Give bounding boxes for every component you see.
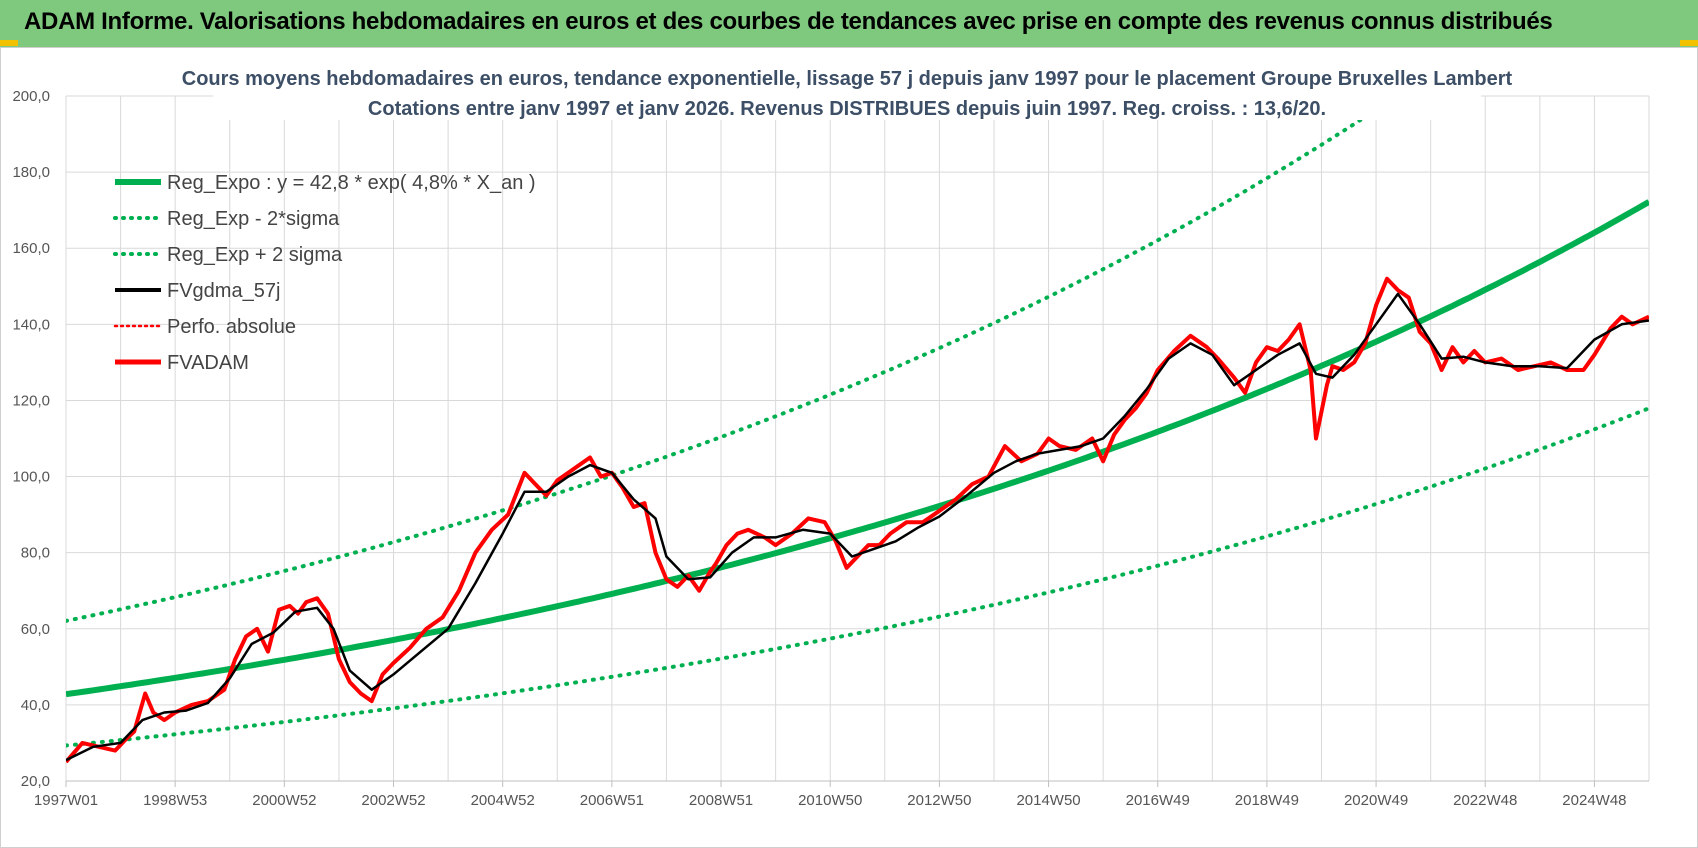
x-tick-label: 1997W01 — [34, 792, 98, 809]
legend-fvadam-label: FVADAM — [167, 352, 249, 374]
y-tick-label: 80,0 — [21, 545, 50, 562]
x-tick-label: 2014W50 — [1016, 792, 1080, 809]
y-tick-label: 100,0 — [12, 469, 50, 486]
y-tick-label: 60,0 — [21, 621, 50, 638]
y-tick-label: 200,0 — [12, 88, 50, 105]
title-background — [213, 62, 1481, 120]
plot-lines — [66, 96, 1649, 764]
x-tick-label: 2024W48 — [1562, 792, 1626, 809]
x-tick-label: 2006W51 — [580, 792, 644, 809]
legend: Reg_Expo : y = 42,8 * exp( 4,8% * X_an )… — [113, 172, 536, 374]
legend-reg-exp-plus-label: Reg_Exp + 2 sigma — [167, 244, 343, 266]
series-reg-expo — [66, 199, 1649, 698]
corner-marker-left — [0, 40, 18, 46]
banner: ADAM Informe. Valorisations hebdomadaire… — [0, 0, 1698, 48]
legend-fvgdma-label: FVgdma_57j — [167, 280, 280, 302]
y-tick-label: 180,0 — [12, 164, 50, 181]
x-tick-label: 2012W50 — [907, 792, 971, 809]
corner-marker-right — [1680, 40, 1698, 46]
chart-subtitle: Cotations entre janv 1997 et janv 2026. … — [368, 98, 1326, 120]
x-tick-label: 2022W48 — [1453, 792, 1517, 809]
legend-reg-expo-label: Reg_Expo : y = 42,8 * exp( 4,8% * X_an ) — [167, 172, 536, 194]
x-tick-label: 2010W50 — [798, 792, 862, 809]
y-axis-ticks: 20,0 40,0 60,0 80,0 100,0 120,0 140,0 160,0 180,… — [12, 88, 50, 790]
legend-perfo-label: Perfo. absolue — [167, 316, 296, 338]
x-tick-label: 2020W49 — [1344, 792, 1408, 809]
y-tick-label: 120,0 — [12, 392, 50, 409]
chart-frame: 20,0 40,0 60,0 80,0 100,0 120,0 140,0 160,0 180,… — [0, 47, 1698, 848]
y-tick-label: 160,0 — [12, 240, 50, 257]
series-reg-exp-minus-2-sigma — [66, 406, 1649, 748]
x-tick-label: 1998W53 — [143, 792, 207, 809]
series-fvgdma-57j — [66, 292, 1649, 762]
y-tick-label: 140,0 — [12, 316, 50, 333]
banner-title: ADAM Informe. Valorisations hebdomadaire… — [24, 8, 1553, 35]
series-fvadam — [66, 276, 1649, 764]
x-tick-label: 2016W49 — [1126, 792, 1190, 809]
y-tick-label: 40,0 — [21, 697, 50, 714]
grid — [65, 95, 1650, 782]
x-tick-label: 2004W52 — [471, 792, 535, 809]
chart-titles: Cours moyens hebdomadaires en euros, ten… — [182, 62, 1513, 120]
x-axis-ticks: 1997W01 1998W53 2000W52 2002W52 2004W52 2006W… — [34, 781, 1627, 809]
chart-svg: 20,0 40,0 60,0 80,0 100,0 120,0 140,0 160,0 180,… — [12, 62, 1650, 809]
series-reg-exp-plus-2-sigma — [66, 96, 1401, 623]
y-tick-label: 20,0 — [21, 773, 50, 790]
x-tick-label: 2008W51 — [689, 792, 753, 809]
x-tick-label: 2018W49 — [1235, 792, 1299, 809]
x-tick-label: 2000W52 — [252, 792, 316, 809]
legend-reg-exp-minus-label: Reg_Exp - 2*sigma — [167, 208, 340, 230]
x-tick-label: 2002W52 — [361, 792, 425, 809]
chart-title: Cours moyens hebdomadaires en euros, ten… — [182, 68, 1513, 90]
